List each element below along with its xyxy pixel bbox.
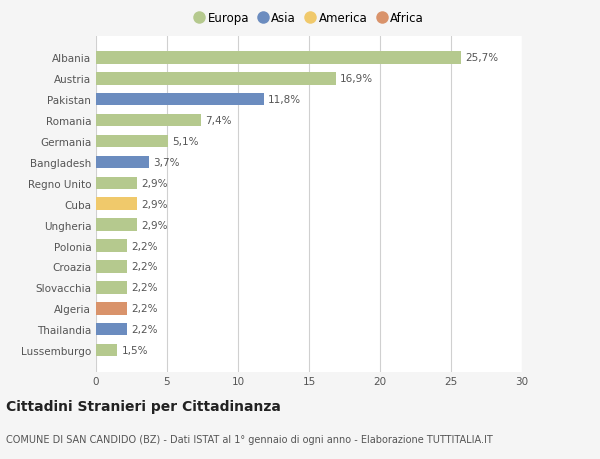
Text: 2,9%: 2,9%: [142, 179, 168, 188]
Text: COMUNE DI SAN CANDIDO (BZ) - Dati ISTAT al 1° gennaio di ogni anno - Elaborazion: COMUNE DI SAN CANDIDO (BZ) - Dati ISTAT …: [6, 434, 493, 444]
Text: 2,9%: 2,9%: [142, 199, 168, 209]
Bar: [96, 73, 336, 85]
Bar: [96, 281, 127, 294]
Bar: [96, 323, 127, 336]
Text: 2,2%: 2,2%: [131, 241, 158, 251]
Text: 5,1%: 5,1%: [173, 137, 199, 147]
Bar: [96, 302, 127, 315]
Bar: [96, 135, 169, 148]
Text: 2,2%: 2,2%: [131, 283, 158, 293]
Text: 25,7%: 25,7%: [465, 53, 499, 63]
Bar: [96, 261, 127, 273]
Text: 7,4%: 7,4%: [205, 116, 232, 126]
Bar: [96, 156, 149, 169]
Text: 2,9%: 2,9%: [142, 220, 168, 230]
Bar: [96, 240, 127, 252]
Text: 1,5%: 1,5%: [122, 345, 148, 355]
Bar: [96, 115, 201, 127]
Text: 2,2%: 2,2%: [131, 303, 158, 313]
Bar: [96, 344, 118, 357]
Text: 11,8%: 11,8%: [268, 95, 301, 105]
Text: 3,7%: 3,7%: [153, 157, 179, 168]
Bar: [96, 198, 137, 211]
Bar: [96, 94, 263, 106]
Bar: [96, 52, 461, 64]
Text: 2,2%: 2,2%: [131, 325, 158, 335]
Bar: [96, 177, 137, 190]
Text: Cittadini Stranieri per Cittadinanza: Cittadini Stranieri per Cittadinanza: [6, 399, 281, 413]
Text: 16,9%: 16,9%: [340, 74, 373, 84]
Bar: [96, 219, 137, 231]
Legend: Europa, Asia, America, Africa: Europa, Asia, America, Africa: [194, 12, 424, 25]
Text: 2,2%: 2,2%: [131, 262, 158, 272]
